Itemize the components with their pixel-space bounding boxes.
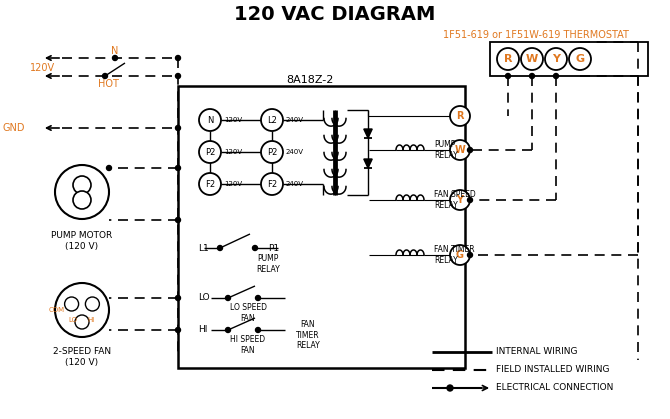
Circle shape (176, 55, 180, 60)
Text: HOT: HOT (98, 79, 119, 89)
Circle shape (447, 385, 453, 391)
Text: N: N (111, 46, 119, 56)
Circle shape (73, 191, 91, 209)
Text: HI: HI (198, 326, 208, 334)
Text: PUMP MOTOR: PUMP MOTOR (52, 230, 113, 240)
Text: INTERNAL WIRING: INTERNAL WIRING (496, 347, 578, 357)
Circle shape (468, 147, 472, 153)
Text: R: R (456, 111, 464, 121)
Text: W: W (526, 54, 538, 64)
Text: FIELD INSTALLED WIRING: FIELD INSTALLED WIRING (496, 365, 610, 375)
Text: HI SPEED
FAN: HI SPEED FAN (230, 335, 265, 355)
Text: 8A18Z-2: 8A18Z-2 (286, 75, 334, 85)
Text: FAN SPEED
RELAY: FAN SPEED RELAY (434, 190, 476, 210)
Text: 240V: 240V (286, 181, 304, 187)
Text: LO: LO (198, 293, 210, 303)
Circle shape (103, 73, 107, 78)
Text: COM: COM (49, 307, 65, 313)
Circle shape (64, 297, 78, 311)
Circle shape (450, 190, 470, 210)
Bar (490, 42, 648, 76)
Text: (120 V): (120 V) (66, 241, 98, 251)
Text: 120 VAC DIAGRAM: 120 VAC DIAGRAM (234, 5, 436, 23)
Text: Y: Y (456, 195, 464, 205)
Text: 2-SPEED FAN: 2-SPEED FAN (53, 347, 111, 357)
Circle shape (176, 166, 180, 171)
Circle shape (450, 106, 470, 126)
Text: Y: Y (552, 54, 560, 64)
Text: PUMP
RELAY: PUMP RELAY (256, 254, 280, 274)
Text: P1: P1 (268, 243, 279, 253)
Text: FAN TIMER
RELAY: FAN TIMER RELAY (434, 245, 474, 265)
Circle shape (253, 246, 257, 251)
Polygon shape (364, 129, 373, 138)
Circle shape (553, 73, 559, 78)
Circle shape (521, 48, 543, 70)
Text: P2: P2 (267, 147, 277, 157)
Bar (178, 86, 465, 368)
Circle shape (176, 295, 180, 300)
Circle shape (226, 328, 230, 333)
Circle shape (107, 166, 111, 171)
Text: GND: GND (3, 123, 25, 133)
Circle shape (199, 173, 221, 195)
Text: FAN
TIMER
RELAY: FAN TIMER RELAY (296, 320, 320, 350)
Circle shape (55, 165, 109, 219)
Circle shape (450, 245, 470, 265)
Circle shape (199, 141, 221, 163)
Text: PUMP
RELAY: PUMP RELAY (434, 140, 458, 160)
Circle shape (176, 73, 180, 78)
Text: G: G (456, 250, 464, 260)
Text: 240V: 240V (286, 117, 304, 123)
Circle shape (226, 295, 230, 300)
Circle shape (261, 141, 283, 163)
Text: R: R (504, 54, 513, 64)
Circle shape (545, 48, 567, 70)
Circle shape (176, 328, 180, 333)
Text: ELECTRICAL CONNECTION: ELECTRICAL CONNECTION (496, 383, 613, 393)
Circle shape (255, 295, 261, 300)
Text: L2: L2 (267, 116, 277, 124)
Circle shape (113, 55, 117, 60)
Text: P2: P2 (205, 147, 215, 157)
Text: 240V: 240V (286, 149, 304, 155)
Circle shape (497, 48, 519, 70)
Circle shape (261, 109, 283, 131)
Text: F2: F2 (267, 179, 277, 189)
Circle shape (85, 297, 99, 311)
Text: 120V: 120V (224, 117, 242, 123)
Text: L1: L1 (198, 243, 209, 253)
Text: (120 V): (120 V) (66, 359, 98, 367)
Text: LO SPEED
FAN: LO SPEED FAN (230, 303, 267, 323)
Text: HI: HI (87, 317, 94, 323)
Circle shape (529, 73, 535, 78)
Circle shape (255, 328, 261, 333)
Text: LO: LO (68, 317, 78, 323)
Circle shape (199, 109, 221, 131)
Polygon shape (364, 159, 373, 168)
Text: W: W (455, 145, 466, 155)
Text: 1F51-619 or 1F51W-619 THERMOSTAT: 1F51-619 or 1F51W-619 THERMOSTAT (443, 30, 629, 40)
Circle shape (468, 197, 472, 202)
Circle shape (73, 176, 91, 194)
Circle shape (176, 126, 180, 130)
Text: 120V: 120V (30, 63, 55, 73)
Text: G: G (576, 54, 584, 64)
Text: 120V: 120V (224, 181, 242, 187)
Circle shape (218, 246, 222, 251)
Circle shape (468, 253, 472, 258)
Circle shape (55, 283, 109, 337)
Text: 120V: 120V (224, 149, 242, 155)
Circle shape (450, 140, 470, 160)
Circle shape (75, 315, 89, 329)
Circle shape (505, 73, 511, 78)
Circle shape (569, 48, 591, 70)
Circle shape (176, 217, 180, 222)
Text: N: N (207, 116, 213, 124)
Text: F2: F2 (205, 179, 215, 189)
Circle shape (261, 173, 283, 195)
